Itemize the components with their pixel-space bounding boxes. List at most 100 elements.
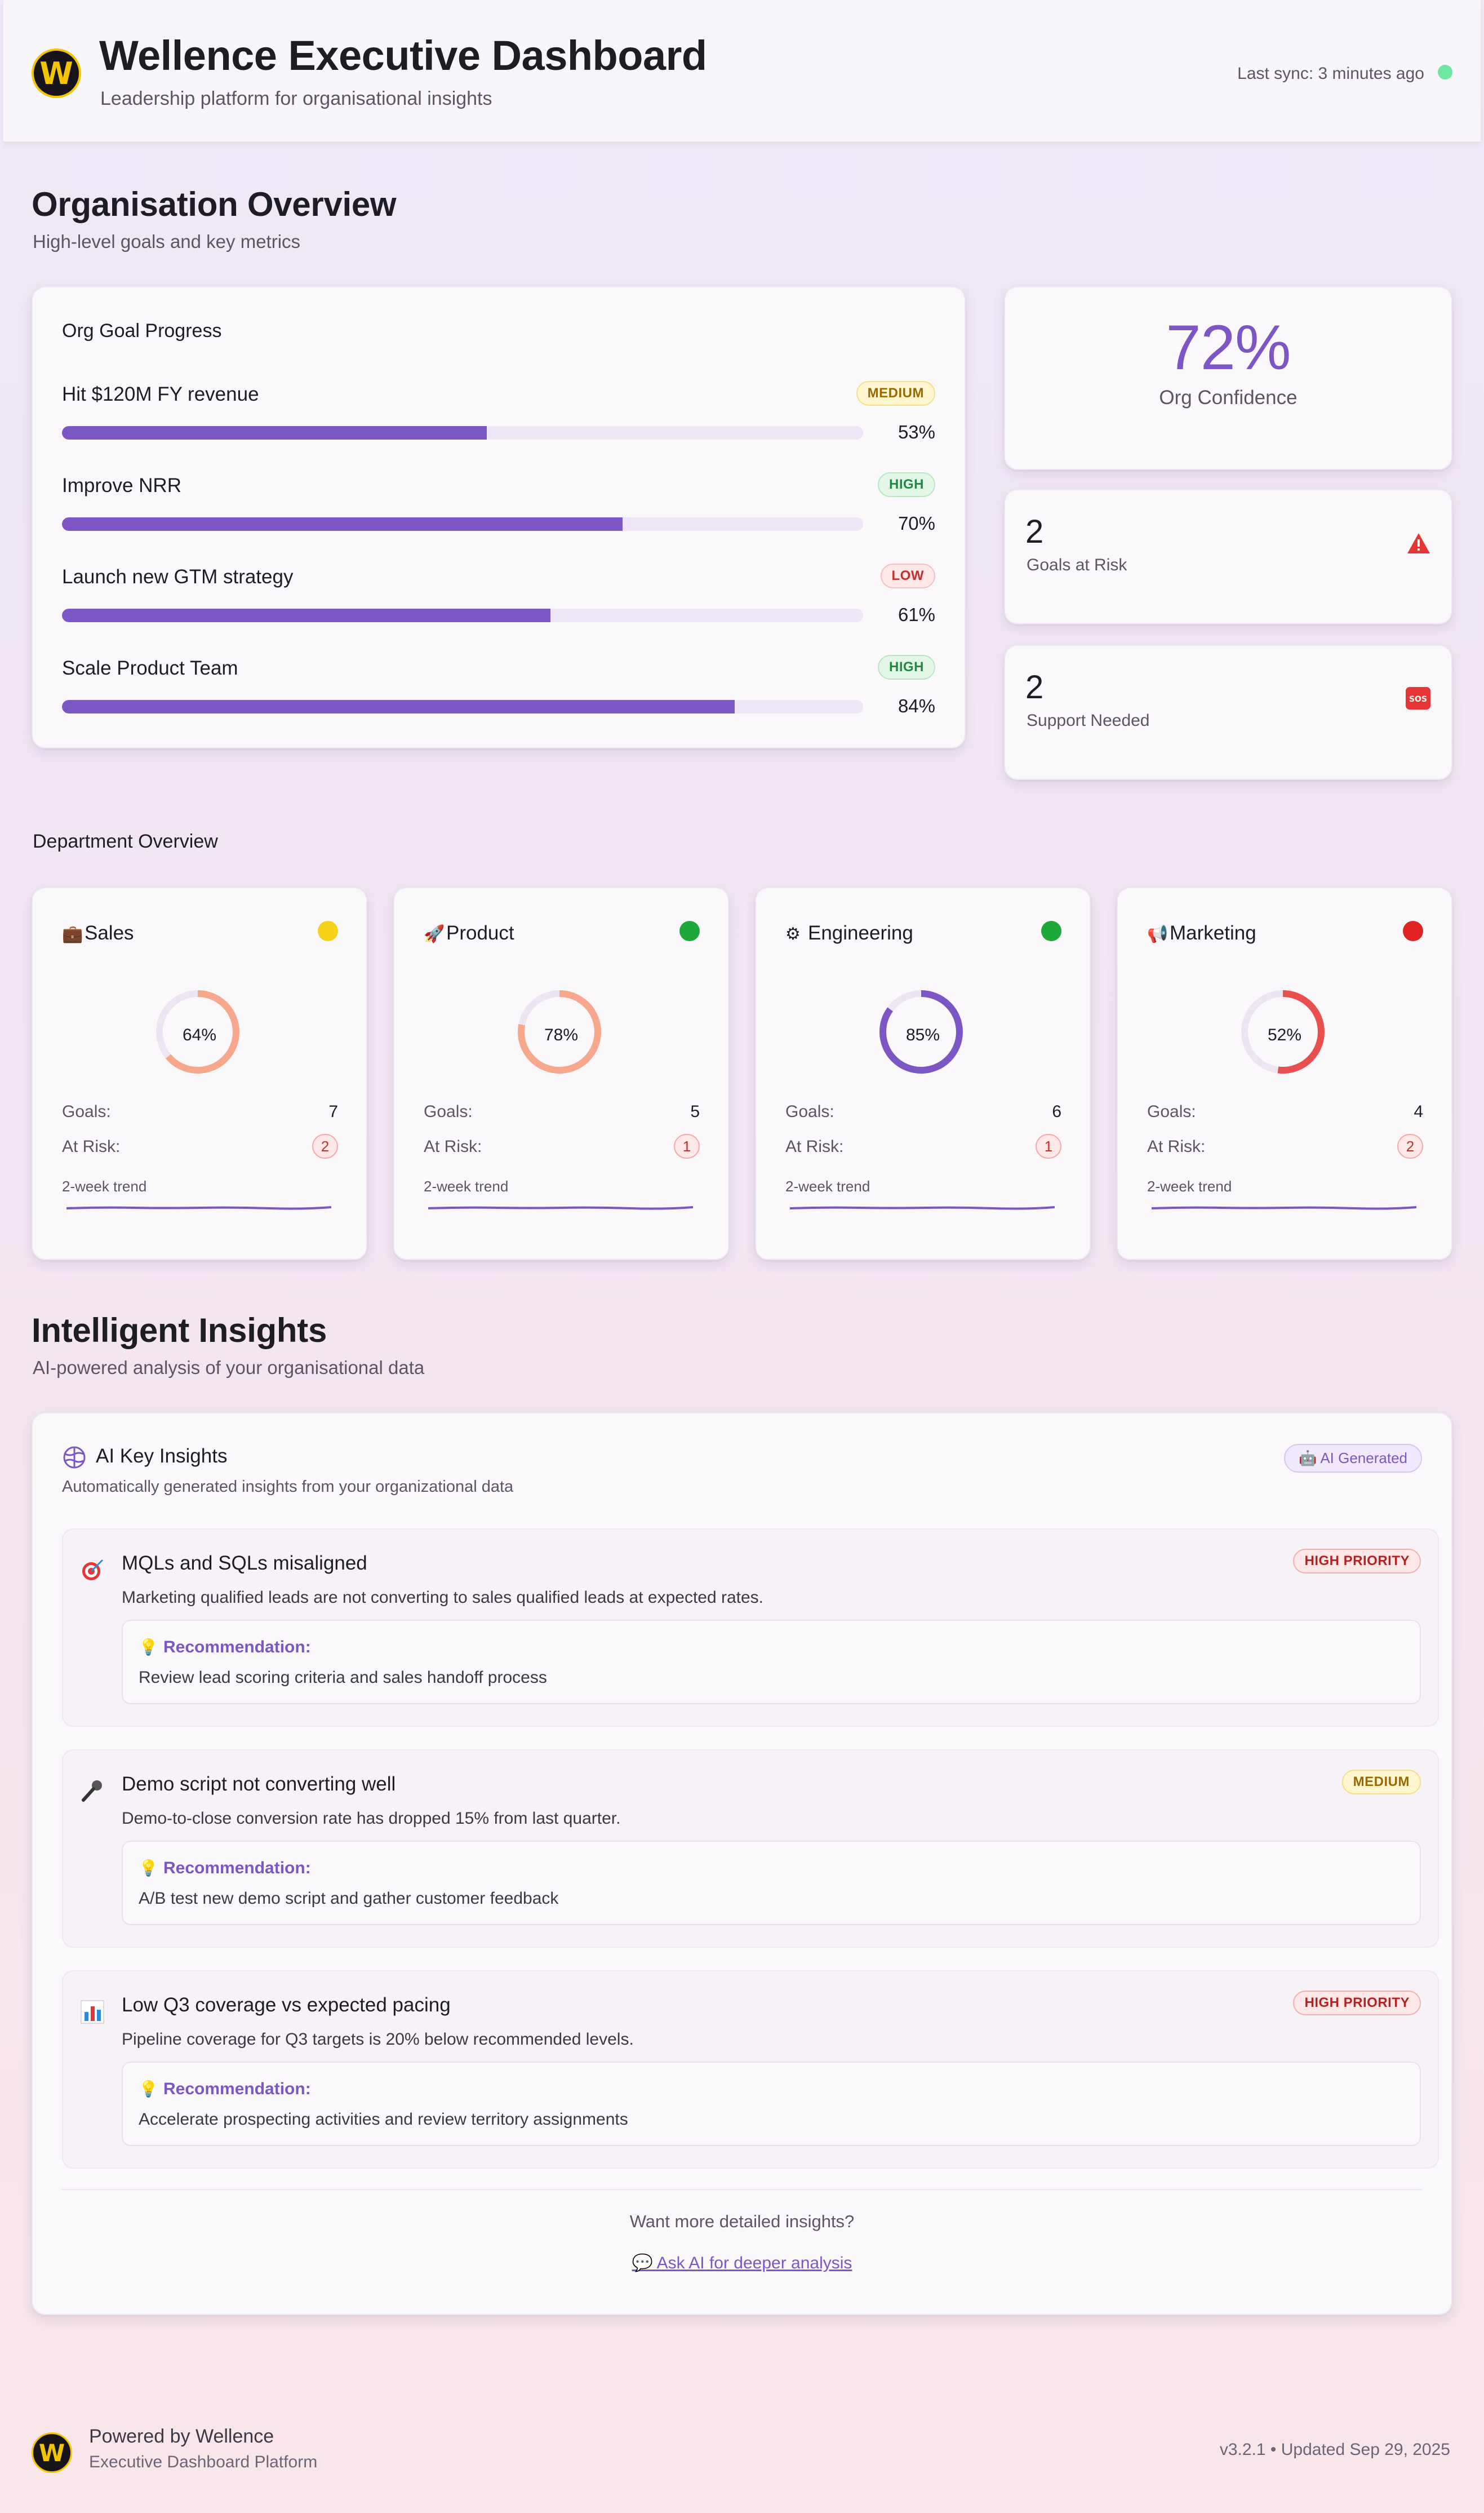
footer-version: v3.2.1 • Updated Sep 29, 2025 (1219, 2440, 1450, 2459)
trend-label: 2-week trend (62, 1178, 147, 1195)
progress-percent: 84% (897, 695, 935, 716)
insight-description: Marketing qualified leads are not conver… (122, 1588, 764, 1607)
gear-icon: ⚙ (785, 925, 801, 943)
footer-title: Powered by Wellence (89, 2426, 274, 2447)
recommendation-label: Recommendation: (163, 1638, 311, 1656)
microphone-icon (80, 1779, 105, 1809)
warning-icon (1407, 533, 1430, 553)
goal-row[interactable]: Improve NRR HIGH 70% (62, 472, 935, 553)
department-risk-row: At Risk: 1 (785, 1134, 1061, 1159)
svg-text:SOS: SOS (1409, 695, 1427, 704)
goal-name: Scale Product Team (62, 657, 238, 679)
support-needed-label: Support Needed (1027, 711, 1150, 730)
target-icon (80, 1558, 105, 1588)
department-score-ring (879, 990, 963, 1074)
department-goals-row: Goals: 5 (424, 1102, 700, 1121)
ask-ai-link[interactable]: 💬 Ask AI for deeper analysis (632, 2254, 852, 2272)
at-risk-badge: 1 (1036, 1134, 1061, 1159)
progress-bar (62, 426, 863, 440)
insights-subtitle: AI-powered analysis of your organisation… (33, 1357, 425, 1378)
department-score: 78% (544, 1026, 579, 1044)
lightbulb-icon: 💡 (139, 1638, 158, 1656)
lightbulb-icon: 💡 (139, 1859, 158, 1877)
progress-percent: 53% (897, 422, 935, 442)
progress-fill (62, 609, 551, 622)
department-status-indicator (318, 921, 338, 941)
department-score-ring (518, 990, 601, 1074)
briefcase-icon: 💼 (62, 925, 83, 943)
org-goal-progress-card: Org Goal Progress Hit $120M FY revenue ME… (32, 286, 966, 748)
department-score: 52% (1267, 1026, 1302, 1044)
lightbulb-icon: 💡 (139, 2080, 158, 2098)
department-name: 💼Sales (62, 922, 134, 944)
recommendation-text: A/B test new demo script and gather cust… (139, 1889, 559, 1908)
department-card-engineering[interactable]: ⚙ Engineering 85% Goals: 6 At Risk: 1 2-week tr… (755, 887, 1091, 1260)
megaphone-icon: 📢 (1147, 925, 1168, 943)
department-risk-row: At Risk: 1 (424, 1134, 700, 1159)
progress-percent: 61% (897, 604, 935, 625)
goals-at-risk-label: Goals at Risk (1027, 556, 1127, 574)
recommendation-text: Review lead scoring criteria and sales h… (139, 1668, 547, 1687)
goal-row[interactable]: Hit $120M FY revenue MEDIUM 53% (62, 381, 935, 462)
department-goals-count: 7 (328, 1102, 338, 1121)
goals-at-risk-value: 2 (1025, 513, 1044, 550)
goal-row[interactable]: Launch new GTM strategy LOW 61% (62, 564, 935, 645)
more-insights-question: Want more detailed insights? (629, 2211, 855, 2231)
progress-bar (62, 700, 863, 713)
trend-sparkline (790, 1206, 1055, 1210)
insight-item[interactable]: MQLs and SQLs misaligned HIGH PRIORITY Mar… (62, 1528, 1439, 1727)
priority-badge: MEDIUM (1341, 1770, 1421, 1794)
recommendation-text: Accelerate prospecting activities and re… (139, 2110, 628, 2129)
rocket-icon: 🚀 (424, 925, 445, 943)
insights-title: Intelligent Insights (32, 1311, 327, 1349)
department-status-indicator (1403, 921, 1423, 941)
goals-at-risk-card[interactable]: 2 Goals at Risk (1004, 489, 1452, 624)
bar-chart-icon (80, 2000, 105, 2030)
goal-name: Improve NRR (62, 475, 181, 497)
last-sync-text: Last sync: 3 minutes ago (1237, 64, 1424, 83)
department-goals-row: Goals: 6 (785, 1102, 1061, 1121)
department-score: 64% (182, 1026, 217, 1044)
recommendation-box: 💡 Recommendation: Accelerate prospecting a… (122, 2062, 1421, 2146)
priority-badge: HIGH (878, 472, 935, 497)
footer-subtitle: Executive Dashboard Platform (89, 2453, 318, 2471)
support-needed-value: 2 (1025, 669, 1044, 706)
overview-title: Organisation Overview (32, 185, 397, 223)
trend-label: 2-week trend (785, 1178, 870, 1195)
department-risk-row: At Risk: 2 (1147, 1134, 1423, 1159)
department-card-sales[interactable]: 💼Sales 64% Goals: 7 At Risk: 2 2-week trend (32, 887, 367, 1260)
divider (62, 2189, 1422, 2190)
department-overview-title: Department Overview (33, 831, 218, 852)
progress-percent: 70% (897, 513, 935, 534)
wellence-logo[interactable]: W (32, 48, 81, 98)
department-goals-count: 6 (1052, 1102, 1061, 1121)
brain-icon (63, 1446, 86, 1469)
trend-sparkline (66, 1206, 331, 1210)
ai-key-insights-card: AI Key Insights Automatically generated … (32, 1412, 1452, 2315)
recommendation-label: Recommendation: (163, 2080, 311, 2098)
ai-insights-subtitle: Automatically generated insights from yo… (62, 1478, 514, 1496)
insight-item[interactable]: Demo script not converting well MEDIUM Dem… (62, 1749, 1439, 1948)
insight-item[interactable]: Low Q3 coverage vs expected pacing HIGH P… (62, 1970, 1439, 2169)
priority-badge: MEDIUM (856, 381, 935, 406)
priority-badge: LOW (880, 564, 935, 588)
confidence-value: 72% (1166, 312, 1291, 383)
insight-title: Low Q3 coverage vs expected pacing (122, 1994, 451, 2016)
trend-label: 2-week trend (1147, 1178, 1232, 1195)
insight-title: Demo script not converting well (122, 1773, 396, 1795)
insight-description: Demo-to-close conversion rate has droppe… (122, 1809, 621, 1828)
priority-badge: HIGH PRIORITY (1293, 1991, 1421, 2015)
department-name: ⚙ Engineering (785, 922, 913, 944)
trend-label: 2-week trend (424, 1178, 509, 1195)
priority-badge: HIGH (878, 655, 935, 680)
sync-status-indicator (1438, 65, 1452, 79)
insight-title: MQLs and SQLs misaligned (122, 1552, 367, 1574)
support-needed-card[interactable]: 2 Support Needed SOS (1004, 645, 1452, 780)
department-status-indicator (679, 921, 700, 941)
goal-row[interactable]: Scale Product Team HIGH 84% (62, 655, 935, 736)
department-card-marketing[interactable]: 📢Marketing 52% Goals: 4 At Risk: 2 2-week tren… (1117, 887, 1452, 1260)
department-card-product[interactable]: 🚀Product 78% Goals: 5 At Risk: 1 2-week trend (393, 887, 729, 1260)
sos-icon: SOS (1406, 687, 1430, 710)
page-title: Wellence Executive Dashboard (99, 32, 707, 79)
department-name: 🚀Product (424, 922, 514, 944)
